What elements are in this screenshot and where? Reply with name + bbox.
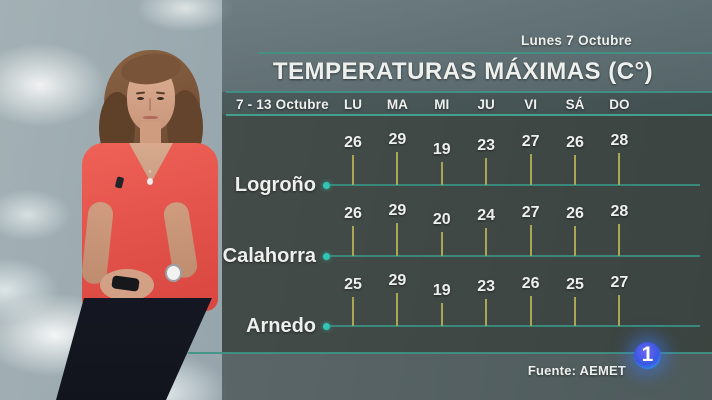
separator-line-top [258,52,712,54]
temp-value: 27 [521,204,540,221]
tick-mark [485,228,488,256]
tick-mark [618,153,621,185]
data-source-label: Fuente: AEMET [527,363,626,378]
day-header-sá: SÁ [565,97,585,112]
tick-mark [574,226,576,256]
panel-header-band [222,0,712,115]
separator-line-below-days [226,114,712,116]
temp-value: 20 [432,211,451,228]
temp-value: 19 [432,282,451,299]
temp-value: 29 [388,202,407,219]
presenter-eye-right [157,97,164,100]
channel-logo: 1 [634,342,661,369]
panel-table-band [222,115,712,353]
tick-mark [574,297,576,326]
temp-value: 26 [566,205,584,222]
day-header-lu: LU [344,97,362,112]
presenter-nose [149,98,151,111]
tick-mark [440,162,443,185]
day-header-ju: JU [477,97,495,112]
tick-mark [352,226,354,256]
week-range-label: 7 - 13 Octubre [236,97,329,112]
presenter-eye-left [137,97,144,100]
tick-mark [352,297,354,326]
temp-value: 25 [566,276,584,293]
row-label: Calahorra [222,245,316,267]
tick-mark [574,155,576,185]
day-header-ma: MA [386,97,408,112]
temp-value: 26 [344,134,362,151]
tick-mark [396,152,399,185]
tick-mark [618,224,621,256]
temp-value: 27 [521,133,540,150]
row-baseline [330,325,700,327]
row-baseline [330,255,700,257]
tick-mark [440,303,443,326]
presenter-mouth [143,116,158,119]
temp-value: 25 [344,276,362,293]
temp-value: 29 [388,131,407,148]
temp-value: 26 [344,205,362,222]
temp-value: 23 [477,278,496,295]
panel-title: TEMPERATURAS MÁXIMAS (C°) [272,58,654,85]
tick-mark [352,155,354,185]
temp-value: 28 [610,203,629,220]
temp-value: 19 [432,141,451,158]
temp-value: 29 [388,272,407,289]
tick-mark [618,295,621,326]
tick-mark [485,299,488,326]
temp-value: 27 [610,274,629,291]
tick-mark [529,296,532,326]
row-dot-icon [323,323,330,330]
tick-mark [440,232,443,256]
row-dot-icon [323,182,330,189]
row-baseline [330,184,700,186]
day-header-do: DO [609,97,630,112]
separator-line-bottom [188,352,712,354]
row-dot-icon [323,253,330,260]
panel-dayheader-band [222,92,712,115]
row-label: Arnedo [246,315,316,337]
temp-value: 28 [610,132,629,149]
tick-mark [529,225,532,256]
day-header-mi: MI [434,97,450,112]
temp-value: 24 [477,207,496,224]
tick-mark [396,223,399,256]
temp-value: 23 [477,137,496,154]
temp-value: 26 [521,275,540,292]
necklace-pendant [147,178,153,185]
temp-value: 26 [566,134,584,151]
separator-line-above-days [226,91,712,93]
tick-mark [485,158,488,185]
tick-mark [529,154,532,185]
broadcast-date-label: Lunes 7 Octubre [520,33,632,48]
row-label: Logroño [234,174,316,196]
panel-footer-band [222,353,712,400]
day-header-vi: VI [524,97,537,112]
tick-mark [396,293,399,326]
wrist-watch [165,264,182,282]
